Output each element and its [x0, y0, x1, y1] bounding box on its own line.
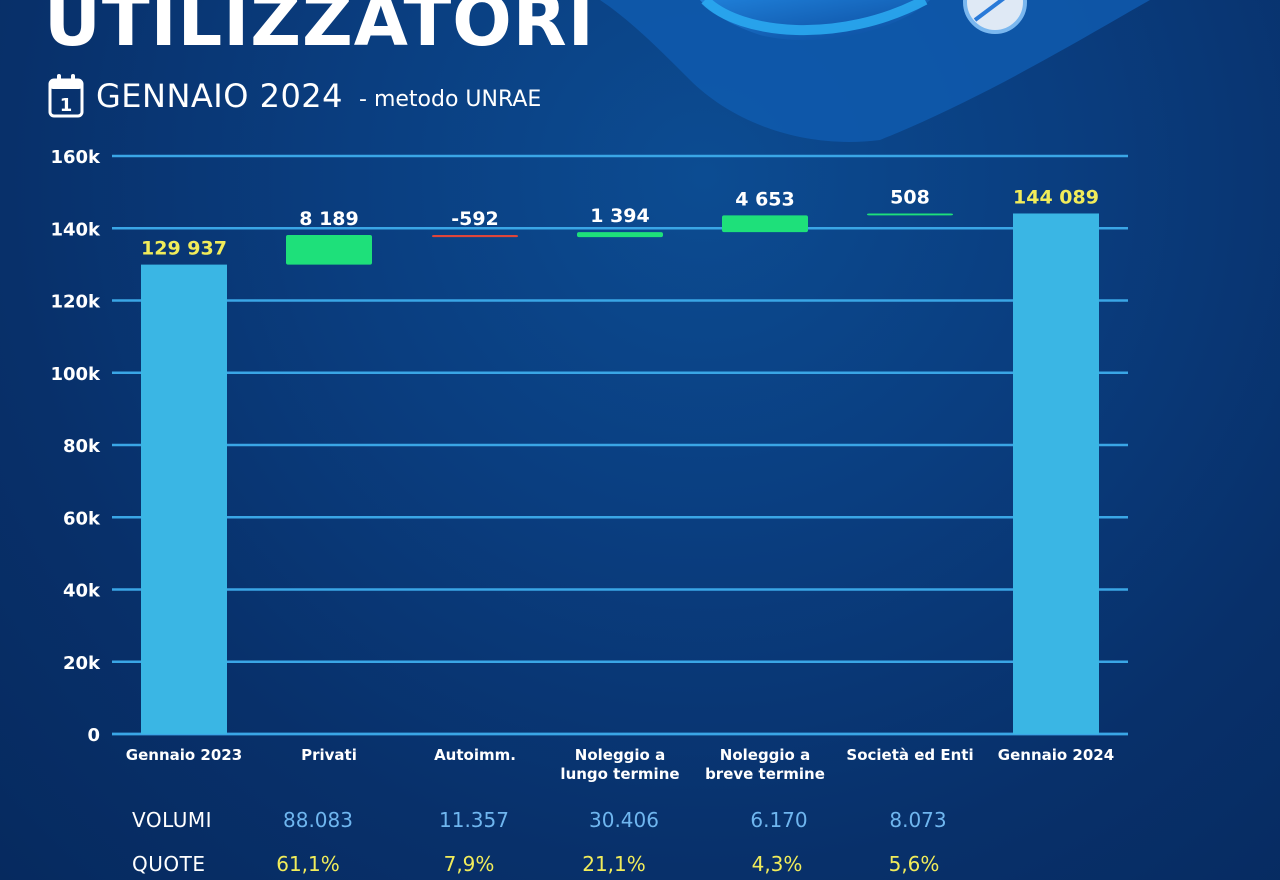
data-label: 144 089 [1013, 186, 1099, 208]
volume-cell: 8.073 [889, 808, 947, 832]
volume-cell: 30.406 [589, 808, 659, 832]
x-tick-label: Società ed Enti [846, 746, 973, 764]
volume-cell: 11.357 [439, 808, 509, 832]
increase-bar [722, 215, 808, 233]
x-tick-label: Gennaio 2023 [126, 746, 242, 764]
share-cell: 21,1% [582, 852, 646, 876]
data-label: 8 189 [299, 208, 359, 230]
y-tick-label: 160k [50, 147, 101, 168]
volumes-row-label: VOLUMI [132, 808, 213, 832]
grid-layer [112, 154, 1128, 736]
data-label: 508 [890, 186, 930, 208]
bar-layer [141, 213, 1099, 734]
total-bar [141, 264, 227, 734]
x-tick-label: breve termine [705, 765, 825, 783]
y-tick-label: 140k [50, 219, 101, 240]
data-label: -592 [451, 208, 499, 230]
data-label: 1 394 [590, 205, 650, 227]
subtitle-period: GENNAIO 2024 [96, 77, 344, 115]
y-tick-label: 100k [50, 364, 101, 385]
x-tick-label: Autoimm. [434, 746, 516, 764]
y-tick-label: 0 [87, 725, 100, 746]
x-tick-label: Noleggio a [720, 746, 810, 764]
y-tick-label: 20k [63, 653, 101, 674]
data-label: 4 653 [735, 188, 795, 210]
calendar-icon: 1 [48, 74, 84, 118]
volume-cell: 88.083 [283, 808, 353, 832]
total-bar [1013, 213, 1099, 734]
share-cell: 5,6% [888, 852, 940, 876]
y-tick-label: 80k [63, 436, 101, 457]
increase-bar [867, 213, 953, 216]
volume-cell: 6.170 [750, 808, 808, 832]
x-tick-label: Noleggio a [575, 746, 665, 764]
x-tick-label: Gennaio 2024 [998, 746, 1114, 764]
share-cell: 4,3% [751, 852, 803, 876]
y-tick-label: 60k [63, 508, 101, 529]
subtitle: 1 GENNAIO 2024 - metodo UNRAE [48, 74, 541, 118]
share-cell: 61,1% [276, 852, 340, 876]
share-cell: 7,9% [443, 852, 495, 876]
y-tick-label: 120k [50, 292, 101, 313]
volumes-shares-table: VOLUMI QUOTE 88.083 11.357 30.406 6.170 … [0, 800, 1280, 880]
data-label: 129 937 [141, 238, 227, 260]
label-layer: 0 20k 40k 60k 80k 100k 120k 140k 160k 129 937 8 18… [50, 147, 1114, 783]
shares-row-label: QUOTE [132, 852, 206, 876]
page-title: UTILIZZATORI [44, 0, 595, 62]
increase-bar [286, 235, 372, 265]
y-tick-label: 40k [63, 581, 101, 602]
decrease-bar [432, 235, 518, 238]
subtitle-method: - metodo UNRAE [359, 86, 542, 112]
x-tick-label: lungo termine [560, 765, 679, 783]
x-tick-label: Privati [301, 746, 357, 764]
increase-bar [577, 232, 663, 238]
calendar-day: 1 [60, 95, 73, 116]
